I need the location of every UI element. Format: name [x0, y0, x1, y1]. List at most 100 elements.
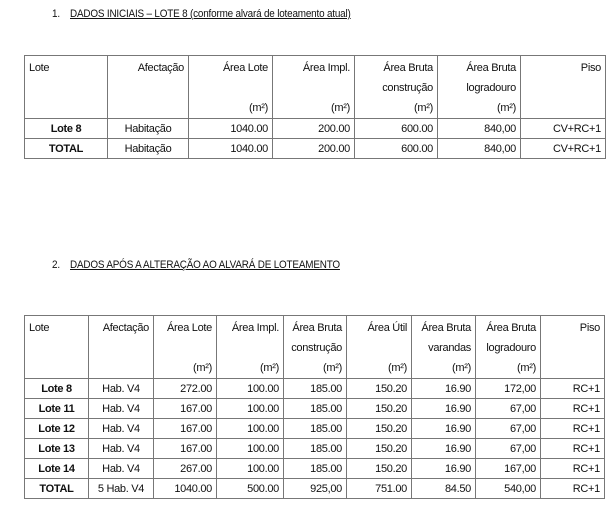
header-line: (m²)	[331, 102, 350, 114]
table-row: Lote 13 Hab. V4 167.00 100.00 185.00 150.20 16…	[24, 438, 605, 459]
table-cell: Hab. V4	[88, 418, 154, 439]
header-line: varandas	[428, 342, 471, 354]
table-cell: Lote 8	[24, 118, 108, 139]
header-line: (m²)	[193, 362, 212, 374]
section-2-heading: 2. DADOS APÓS A ALTERAÇÃO AO ALVARÁ DE LO…	[52, 259, 340, 271]
total-row: TOTAL Habitação 1040.00 200.00 600.00 840,00 C…	[24, 138, 606, 159]
column-header: Área Bruta logradouro (m²)	[437, 55, 521, 119]
header-line	[221, 338, 279, 358]
header-line	[351, 338, 407, 358]
column-header: Área Bruta construção (m²)	[283, 315, 347, 379]
table-cell: 100.00	[216, 438, 284, 459]
table-cell: 925,00	[283, 478, 347, 499]
header-line: Área Útil	[367, 322, 408, 334]
table-cell: 600.00	[354, 138, 438, 159]
table-cell: 751.00	[346, 478, 412, 499]
header-line: logradouro	[466, 82, 516, 94]
altered-data-table: Lote Afectação Área Lote (m²) Área Impl. …	[24, 315, 605, 499]
table-cell: 5 Hab. V4	[88, 478, 154, 499]
table-row: Lote 12 Hab. V4 167.00 100.00 185.00 150.20 16…	[24, 418, 605, 439]
section-1-heading: 1. DADOS INICIAIS – LOTE 8 (conforme alva…	[52, 8, 351, 20]
header-line	[93, 338, 149, 358]
table-cell: 185.00	[283, 378, 347, 399]
table-cell: 84.50	[411, 478, 476, 499]
header-line	[93, 358, 149, 378]
header-line: construção	[291, 342, 342, 354]
table-cell: Hab. V4	[88, 458, 154, 479]
table-cell: 67,00	[475, 418, 541, 439]
table-cell: 540,00	[475, 478, 541, 499]
table-cell: 267.00	[153, 458, 217, 479]
header-line: Área Bruta	[486, 322, 536, 334]
header-line	[29, 358, 84, 378]
table-cell: 167.00	[153, 418, 217, 439]
header-line: (m²)	[323, 362, 342, 374]
table-row: Lote 8 Hab. V4 272.00 100.00 185.00 150.20 16.…	[24, 378, 605, 399]
table-cell: 185.00	[283, 418, 347, 439]
table-cell: Habitação	[107, 138, 189, 159]
column-header: Lote	[24, 55, 108, 119]
table-cell: 185.00	[283, 458, 347, 479]
header-line: (m²)	[249, 102, 268, 114]
total-row: TOTAL 5 Hab. V4 1040.00 500.00 925,00 751.00 8…	[24, 478, 605, 499]
table-cell: 16.90	[411, 378, 476, 399]
table-cell: 16.90	[411, 438, 476, 459]
table-cell: 150.20	[346, 458, 412, 479]
header-line: Área Bruta	[292, 322, 342, 334]
table-cell: 67,00	[475, 398, 541, 419]
table-cell: 840,00	[437, 138, 521, 159]
table-cell: Lote 11	[24, 398, 89, 419]
header-line: Área Bruta	[421, 322, 471, 334]
header-line: Lote	[29, 322, 50, 334]
header-line	[193, 78, 268, 98]
column-header: Área Lote (m²)	[188, 55, 273, 119]
table-cell: RC+1	[540, 418, 605, 439]
table-cell: 16.90	[411, 398, 476, 419]
table-cell: 150.20	[346, 418, 412, 439]
initial-data-table: Lote Afectação Área Lote (m²) Área Impl. …	[24, 55, 606, 159]
header-line: (m²)	[260, 362, 279, 374]
table-row: Lote 8 Habitação 1040.00 200.00 600.00 840,00…	[24, 118, 606, 139]
table-cell: 1040.00	[153, 478, 217, 499]
table-cell: 150.20	[346, 378, 412, 399]
table-cell: Lote 13	[24, 438, 89, 459]
table-cell: 100.00	[216, 418, 284, 439]
table-cell: 200.00	[272, 138, 355, 159]
table-cell: Hab. V4	[88, 398, 154, 419]
table-cell: TOTAL	[24, 138, 108, 159]
table-cell: 16.90	[411, 458, 476, 479]
column-header: Piso	[520, 55, 606, 119]
header-line: construção	[382, 82, 433, 94]
table-cell: 100.00	[216, 398, 284, 419]
table-cell: TOTAL	[24, 478, 89, 499]
table-cell: 840,00	[437, 118, 521, 139]
table-cell: Lote 8	[24, 378, 89, 399]
header-line: Área Lote	[222, 62, 268, 74]
table-cell: 185.00	[283, 438, 347, 459]
header-line: Piso	[580, 62, 602, 74]
header-line: Área Impl.	[302, 62, 350, 74]
header-line	[29, 338, 84, 358]
header-line: logradouro	[486, 342, 536, 354]
header-line	[29, 98, 103, 118]
header-line: (m²)	[388, 362, 407, 374]
header-line: (m²)	[517, 362, 536, 374]
column-header: Área Impl. (m²)	[272, 55, 355, 119]
table-cell: Lote 14	[24, 458, 89, 479]
header-line: Piso	[579, 322, 601, 334]
header-line: Área Bruta	[466, 62, 516, 74]
table-cell: Hab. V4	[88, 438, 154, 459]
table-cell: RC+1	[540, 438, 605, 459]
header-line	[277, 78, 350, 98]
header-line: Área Lote	[166, 322, 212, 334]
column-header: Área Bruta logradouro (m²)	[475, 315, 541, 379]
column-header: Lote	[24, 315, 89, 379]
table-cell: 500.00	[216, 478, 284, 499]
table-cell: 167,00	[475, 458, 541, 479]
table-row: Lote 14 Hab. V4 267.00 100.00 185.00 150.20 16…	[24, 458, 605, 479]
table-cell: RC+1	[540, 378, 605, 399]
table-cell: Habitação	[107, 118, 189, 139]
header-line	[112, 78, 184, 98]
header-line	[112, 98, 184, 118]
header-line	[158, 338, 212, 358]
